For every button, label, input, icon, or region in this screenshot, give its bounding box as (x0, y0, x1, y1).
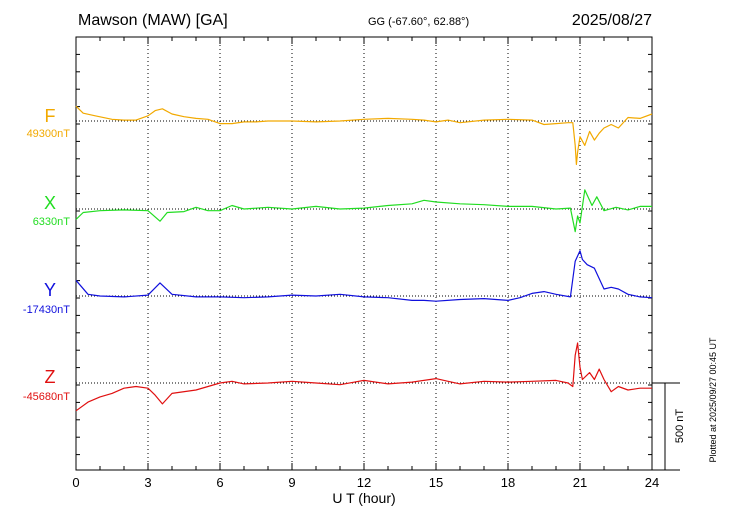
series-line-x (75, 189, 652, 233)
series-name-z: Z (45, 367, 56, 387)
axis-ticks (75, 36, 653, 470)
station-title: Mawson (MAW) [GA] (78, 12, 228, 29)
series-line-f (75, 105, 653, 166)
series-baselines (76, 120, 652, 384)
scale-bar: 500 nT (652, 382, 686, 471)
x-tick-label: 12 (357, 475, 371, 490)
station-coordinates: GG (-67.60°, 62.88°) (368, 16, 469, 28)
plotted-timestamp: Plotted at 2025/09/27 00:45 UT (708, 337, 718, 463)
series-name-f: F (45, 106, 56, 126)
x-tick-label: 24 (645, 475, 659, 490)
x-tick-labels: 0 3 6 9 12 15 18 21 24 (72, 475, 659, 490)
series-line-z (75, 342, 652, 412)
x-axis-label: U T (hour) (332, 490, 395, 506)
x-tick-label: 6 (216, 475, 223, 490)
plot-date: 2025/08/27 (572, 12, 652, 29)
series-lines (75, 105, 653, 412)
series-baseline-value-f: 49300nT (27, 128, 71, 140)
vertical-grid (147, 37, 581, 470)
x-tick-label: 18 (501, 475, 515, 490)
x-tick-label: 9 (288, 475, 295, 490)
series-name-x: X (44, 193, 56, 213)
series-baseline-value-x: 6330nT (33, 216, 71, 228)
series-baseline-value-z: -45680nT (23, 391, 70, 403)
series-name-y: Y (44, 280, 56, 300)
x-tick-label: 3 (144, 475, 151, 490)
series-baseline-value-y: -17430nT (23, 304, 70, 316)
scale-bar-label: 500 nT (674, 409, 686, 444)
series-line-y (75, 250, 653, 302)
x-tick-label: 15 (429, 475, 443, 490)
series-labels: F 49300nT X 6330nT Y -17430nT Z -45680nT (23, 106, 70, 403)
x-tick-label: 21 (573, 475, 587, 490)
x-tick-label: 0 (72, 475, 79, 490)
